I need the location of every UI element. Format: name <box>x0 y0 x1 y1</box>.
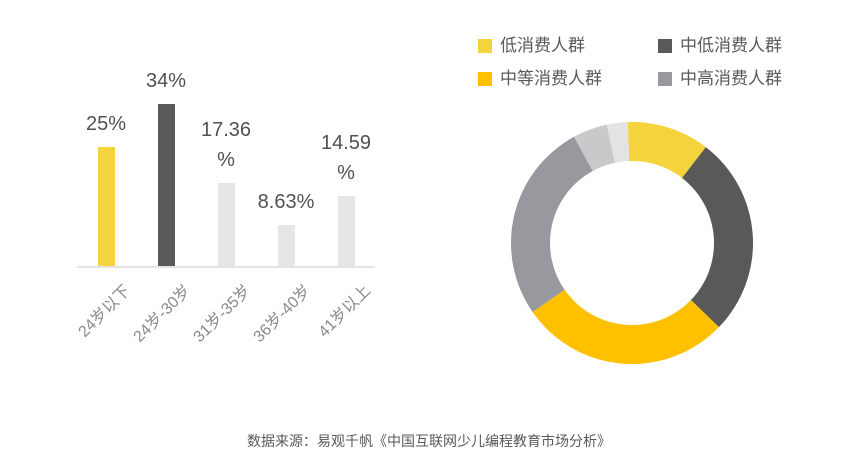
bar-value-label-36-40: 8.63% <box>257 190 315 213</box>
donut-segment-mid-high-consumption <box>510 136 593 312</box>
legend-label-mid-low-consumption: 中低消费人群 <box>680 36 782 55</box>
legend-item-mid-consumption: 中等消费人群 <box>478 69 658 88</box>
data-source-caption: 数据来源：易观千帆《中国互联网少儿编程教育市场分析》 <box>247 433 611 449</box>
bar-chart-x-axis: 24岁以下 24岁-30岁 31岁-35岁 36岁-40岁 41岁以上 <box>76 266 375 372</box>
legend-label-mid-consumption: 中等消费人群 <box>500 69 602 88</box>
age-distribution-bar-chart: 25% 34% 17.36 % 8.63% 14.59 % <box>77 70 375 268</box>
bar-24-30 <box>157 103 175 266</box>
legend-swatch-icon-mid-low-consumption <box>658 38 672 53</box>
donut-segment-mid-low-consumption <box>682 147 754 328</box>
legend-item-low-consumption: 低消费人群 <box>478 36 658 55</box>
legend-label-mid-high-consumption: 中高消费人群 <box>680 69 782 88</box>
legend-item-mid-high-consumption: 中高消费人群 <box>658 69 782 88</box>
consumption-donut-chart <box>510 121 754 365</box>
x-tick-label-31-35: 31岁-35岁 <box>190 282 255 346</box>
bar-under-24 <box>97 146 115 266</box>
consumption-legend: 低消费人群 中低消费人群中等消费人群 中高消费人群 <box>478 36 782 88</box>
bar-value-label-24-30: 34% <box>145 69 187 92</box>
bar-41-plus <box>337 196 355 266</box>
x-tick-label-36-40: 36岁-40岁 <box>250 282 315 346</box>
donut-segment-unlabeled-light-gray <box>574 124 615 172</box>
x-tick-label-under-24: 24岁以下 <box>75 282 135 341</box>
donut-segment-low-consumption <box>627 121 706 179</box>
bar-36-40 <box>277 224 295 266</box>
bar-31-35 <box>217 183 235 266</box>
x-tick-label-41-plus: 41岁以上 <box>315 282 375 341</box>
bar-value-label-41-plus: 14.59 % <box>320 132 372 185</box>
legend-item-mid-low-consumption: 中低消费人群 <box>658 36 782 55</box>
legend-swatch-icon-mid-high-consumption <box>658 71 672 86</box>
legend-label-low-consumption: 低消费人群 <box>500 36 585 55</box>
donut-segment-mid-consumption <box>532 289 719 365</box>
x-tick-label-24-30: 24岁-30岁 <box>130 282 195 346</box>
bar-value-label-under-24: 25% <box>85 112 127 135</box>
legend-swatch-icon-mid-consumption <box>478 71 492 86</box>
legend-swatch-icon-low-consumption <box>478 38 492 53</box>
bar-value-label-31-35: 17.36 % <box>200 119 252 172</box>
donut-segment-unlabeled-lighter-gray <box>606 122 630 163</box>
